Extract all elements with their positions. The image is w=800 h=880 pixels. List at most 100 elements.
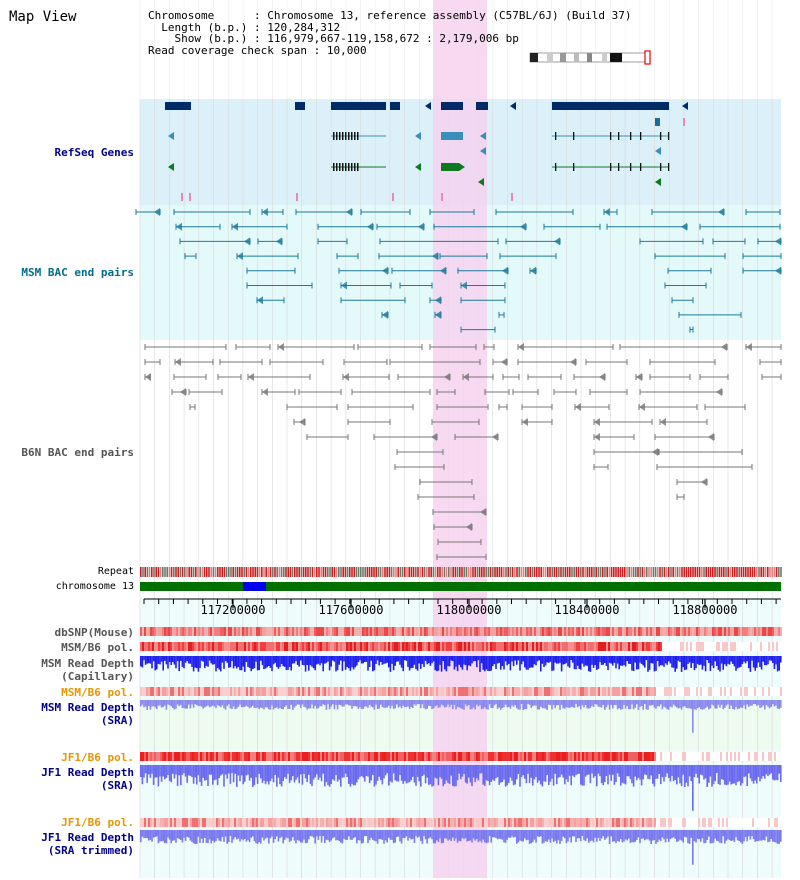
- read-depth-bar: [336, 830, 339, 841]
- polymorphism-cell: [258, 627, 260, 636]
- track-label-msm-b6-pol-2[interactable]: MSM/B6 pol.: [61, 686, 134, 699]
- track-label-msm-bac[interactable]: MSM BAC end pairs: [21, 266, 134, 279]
- polymorphism-cell: [522, 687, 524, 696]
- polymorphism-cell: [184, 627, 186, 636]
- read-depth-bar: [743, 765, 745, 777]
- read-depth-bar: [458, 656, 460, 665]
- polymorphism-cell: [220, 687, 222, 696]
- read-depth-bar: [197, 700, 200, 707]
- polymorphism-cell: [236, 642, 238, 651]
- read-depth-bar: [764, 830, 766, 841]
- track-label-chromosome[interactable]: chromosome 13: [55, 581, 134, 592]
- polymorphism-cell: [744, 752, 746, 761]
- polymorphism-cell: [646, 752, 648, 761]
- repeat-element: [164, 567, 166, 577]
- read-depth-bar: [456, 656, 459, 672]
- polymorphism-cell: [194, 752, 196, 761]
- read-depth-bar: [210, 700, 212, 707]
- polymorphism-cell: [162, 687, 164, 696]
- polymorphism-cell: [166, 818, 168, 827]
- track-label-msm-depth-capillary[interactable]: MSM Read Depth: [41, 657, 134, 670]
- read-depth-bar: [615, 830, 617, 844]
- polymorphism-cell: [588, 642, 590, 651]
- track-label-b6n-bac[interactable]: B6N BAC end pairs: [21, 446, 134, 459]
- track-label-refseq[interactable]: RefSeq Genes: [54, 146, 134, 159]
- repeat-element: [254, 567, 256, 577]
- polymorphism-cell: [442, 752, 444, 761]
- show-value: 116,979,667-119,158,672 : 2,179,006 bp: [267, 32, 519, 45]
- polymorphism-cell: [262, 627, 264, 636]
- polymorphism-cell: [598, 752, 600, 761]
- polymorphism-cell: [566, 642, 568, 651]
- polymorphism-cell: [498, 687, 500, 696]
- read-depth-bar: [258, 765, 260, 774]
- polymorphism-cell: [418, 642, 420, 651]
- polymorphism-cell: [184, 818, 186, 827]
- read-depth-bar: [229, 765, 232, 784]
- repeat-element: [206, 567, 208, 577]
- polymorphism-cell: [548, 818, 550, 827]
- polymorphism-cell: [424, 818, 426, 827]
- read-depth-bar: [501, 830, 504, 840]
- polymorphism-cell: [216, 642, 218, 651]
- polymorphism-cell: [156, 642, 158, 651]
- msm-bac-arrow: [530, 266, 536, 275]
- polymorphism-cell: [760, 818, 762, 827]
- read-depth-bar: [404, 830, 406, 839]
- repeat-element: [382, 567, 384, 577]
- read-depth-bar: [647, 700, 649, 710]
- read-depth-bar: [228, 765, 230, 774]
- read-depth-bar: [228, 656, 230, 668]
- track-label-dbsnp[interactable]: dbSNP(Mouse): [54, 626, 134, 639]
- read-depth-bar: [631, 656, 633, 671]
- read-depth-bar: [634, 830, 636, 842]
- polymorphism-cell: [198, 818, 200, 827]
- polymorphism-cell: [662, 642, 664, 651]
- read-depth-bar: [532, 765, 534, 786]
- read-depth-bar: [671, 765, 673, 776]
- polymorphism-cell: [766, 752, 768, 761]
- gene-strand-arrow: [682, 102, 688, 110]
- polymorphism-cell: [308, 752, 310, 761]
- polymorphism-cell: [276, 627, 278, 636]
- track-label-jf1-b6-pol-1[interactable]: JF1/B6 pol.: [61, 751, 134, 764]
- polymorphism-cell: [606, 627, 608, 636]
- track-label-jf1-depth-trimmed[interactable]: JF1 Read Depth: [41, 831, 134, 844]
- polymorphism-cell: [272, 687, 274, 696]
- polymorphism-cell: [572, 687, 574, 696]
- repeat-element: [144, 567, 146, 577]
- read-depth-bar: [580, 656, 582, 670]
- polymorphism-cell: [180, 752, 182, 761]
- read-depth-bar: [428, 830, 430, 839]
- polymorphism-cell: [698, 687, 700, 696]
- track-label-msm-depth-sra[interactable]: MSM Read Depth: [41, 701, 134, 714]
- track-label-jf1-depth-sra[interactable]: JF1 Read Depth: [41, 766, 134, 779]
- polymorphism-cell: [458, 752, 460, 761]
- polymorphism-cell: [736, 818, 738, 827]
- polymorphism-cell: [732, 818, 734, 827]
- polymorphism-cell: [286, 627, 288, 636]
- polymorphism-cell: [178, 627, 180, 636]
- read-depth-bar: [404, 700, 406, 708]
- track-label-jf1-b6-pol-2[interactable]: JF1/B6 pol.: [61, 816, 134, 829]
- polymorphism-cell: [204, 627, 206, 636]
- read-depth-bar: [429, 656, 432, 666]
- track-label-repeat[interactable]: Repeat: [97, 566, 134, 577]
- read-depth-bar: [732, 830, 734, 841]
- polymorphism-cell: [590, 752, 592, 761]
- polymorphism-cell: [454, 752, 456, 761]
- polymorphism-cell: [352, 687, 354, 696]
- polymorphism-cell: [266, 642, 268, 651]
- track-label-msm-b6-pol-1[interactable]: MSM/B6 pol.: [61, 641, 134, 654]
- read-depth-bar: [319, 700, 321, 707]
- read-depth-bar: [436, 656, 438, 672]
- polymorphism-cell: [394, 752, 396, 761]
- polymorphism-cell: [268, 627, 270, 636]
- polymorphism-cell: [368, 642, 370, 651]
- polymorphism-cell: [652, 627, 654, 636]
- read-depth-bar: [416, 765, 419, 777]
- repeat-element: [692, 567, 694, 577]
- polymorphism-cell: [416, 687, 418, 696]
- polymorphism-cell: [318, 752, 320, 761]
- read-depth-bar: [676, 700, 678, 708]
